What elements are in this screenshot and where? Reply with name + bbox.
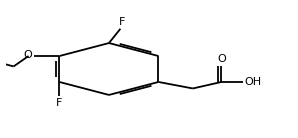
Text: F: F <box>119 17 125 27</box>
Text: OH: OH <box>244 77 261 87</box>
Text: O: O <box>24 50 32 60</box>
Text: F: F <box>56 98 63 108</box>
Text: O: O <box>217 55 226 64</box>
